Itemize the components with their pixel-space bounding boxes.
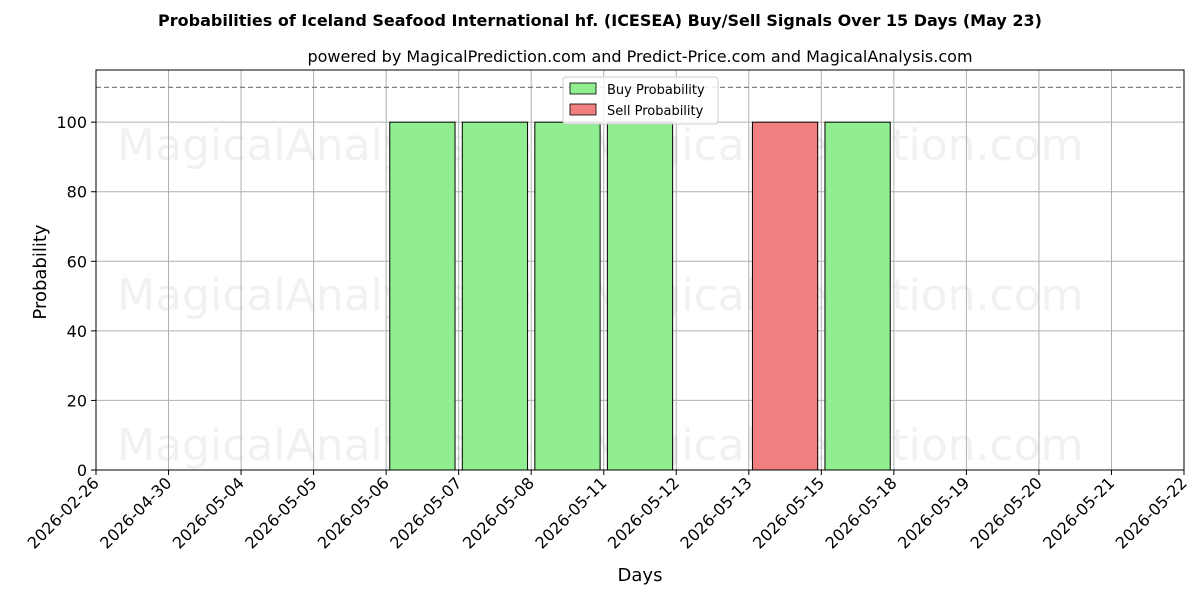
bar-buy-2026-05-08 (534, 121, 601, 471)
legend-label-sell: Sell Probability (607, 104, 704, 119)
x-axis-label: Days (618, 565, 663, 586)
x-tick-label: 2026-02-26 (24, 473, 103, 552)
bar-sell-2026-05-13 (751, 121, 819, 471)
y-tick-label: 20 (67, 391, 87, 410)
bar-layer (389, 121, 891, 471)
x-tick-label: 2026-05-04 (169, 473, 248, 552)
x-tick-label: 2026-05-08 (459, 473, 538, 552)
legend-swatch-buy (569, 82, 597, 95)
y-tick-label: 0 (77, 461, 87, 480)
legend-swatch-sell (569, 103, 597, 116)
x-tick-label: 2026-05-13 (676, 473, 755, 552)
x-tick-label: 2026-05-20 (967, 473, 1046, 552)
y-tick-label: 100 (56, 113, 87, 132)
x-tick-label: 2026-05-18 (822, 473, 901, 552)
x-tick-label: 2026-05-06 (314, 473, 393, 552)
x-tick-label: 2026-05-21 (1039, 473, 1118, 552)
x-tick-label: 2026-05-22 (1112, 473, 1191, 552)
y-tick-label: 80 (67, 183, 87, 202)
legend-box (562, 76, 719, 125)
legend-label-buy: Buy Probability (607, 83, 705, 98)
plot-frame (95, 69, 1185, 471)
bar-buy-2026-05-15 (824, 121, 891, 471)
x-tick-label: 2026-05-05 (241, 473, 320, 552)
x-tick-label: 2026-05-15 (749, 473, 828, 552)
x-tick-label: 2026-05-19 (894, 473, 973, 552)
y-axis-label: Probability (30, 224, 51, 319)
x-tick-label: 2026-04-30 (96, 473, 175, 552)
chart-subtitle: powered by MagicalPrediction.com and Pre… (307, 47, 972, 66)
bar-buy-2026-05-06 (389, 121, 456, 471)
chart-title: Probabilities of Iceland Seafood Interna… (158, 11, 1042, 30)
bar-buy-2026-05-07 (461, 121, 529, 471)
x-tick-label: 2026-05-12 (604, 473, 683, 552)
x-tick-label: 2026-05-11 (531, 473, 610, 552)
x-tick-label: 2026-05-07 (386, 473, 465, 552)
legend: Buy Probability Sell Probability (562, 76, 719, 125)
y-tick-label: 40 (67, 322, 87, 341)
bar-buy-2026-05-11 (606, 121, 674, 471)
y-tick-label: 60 (67, 252, 87, 271)
